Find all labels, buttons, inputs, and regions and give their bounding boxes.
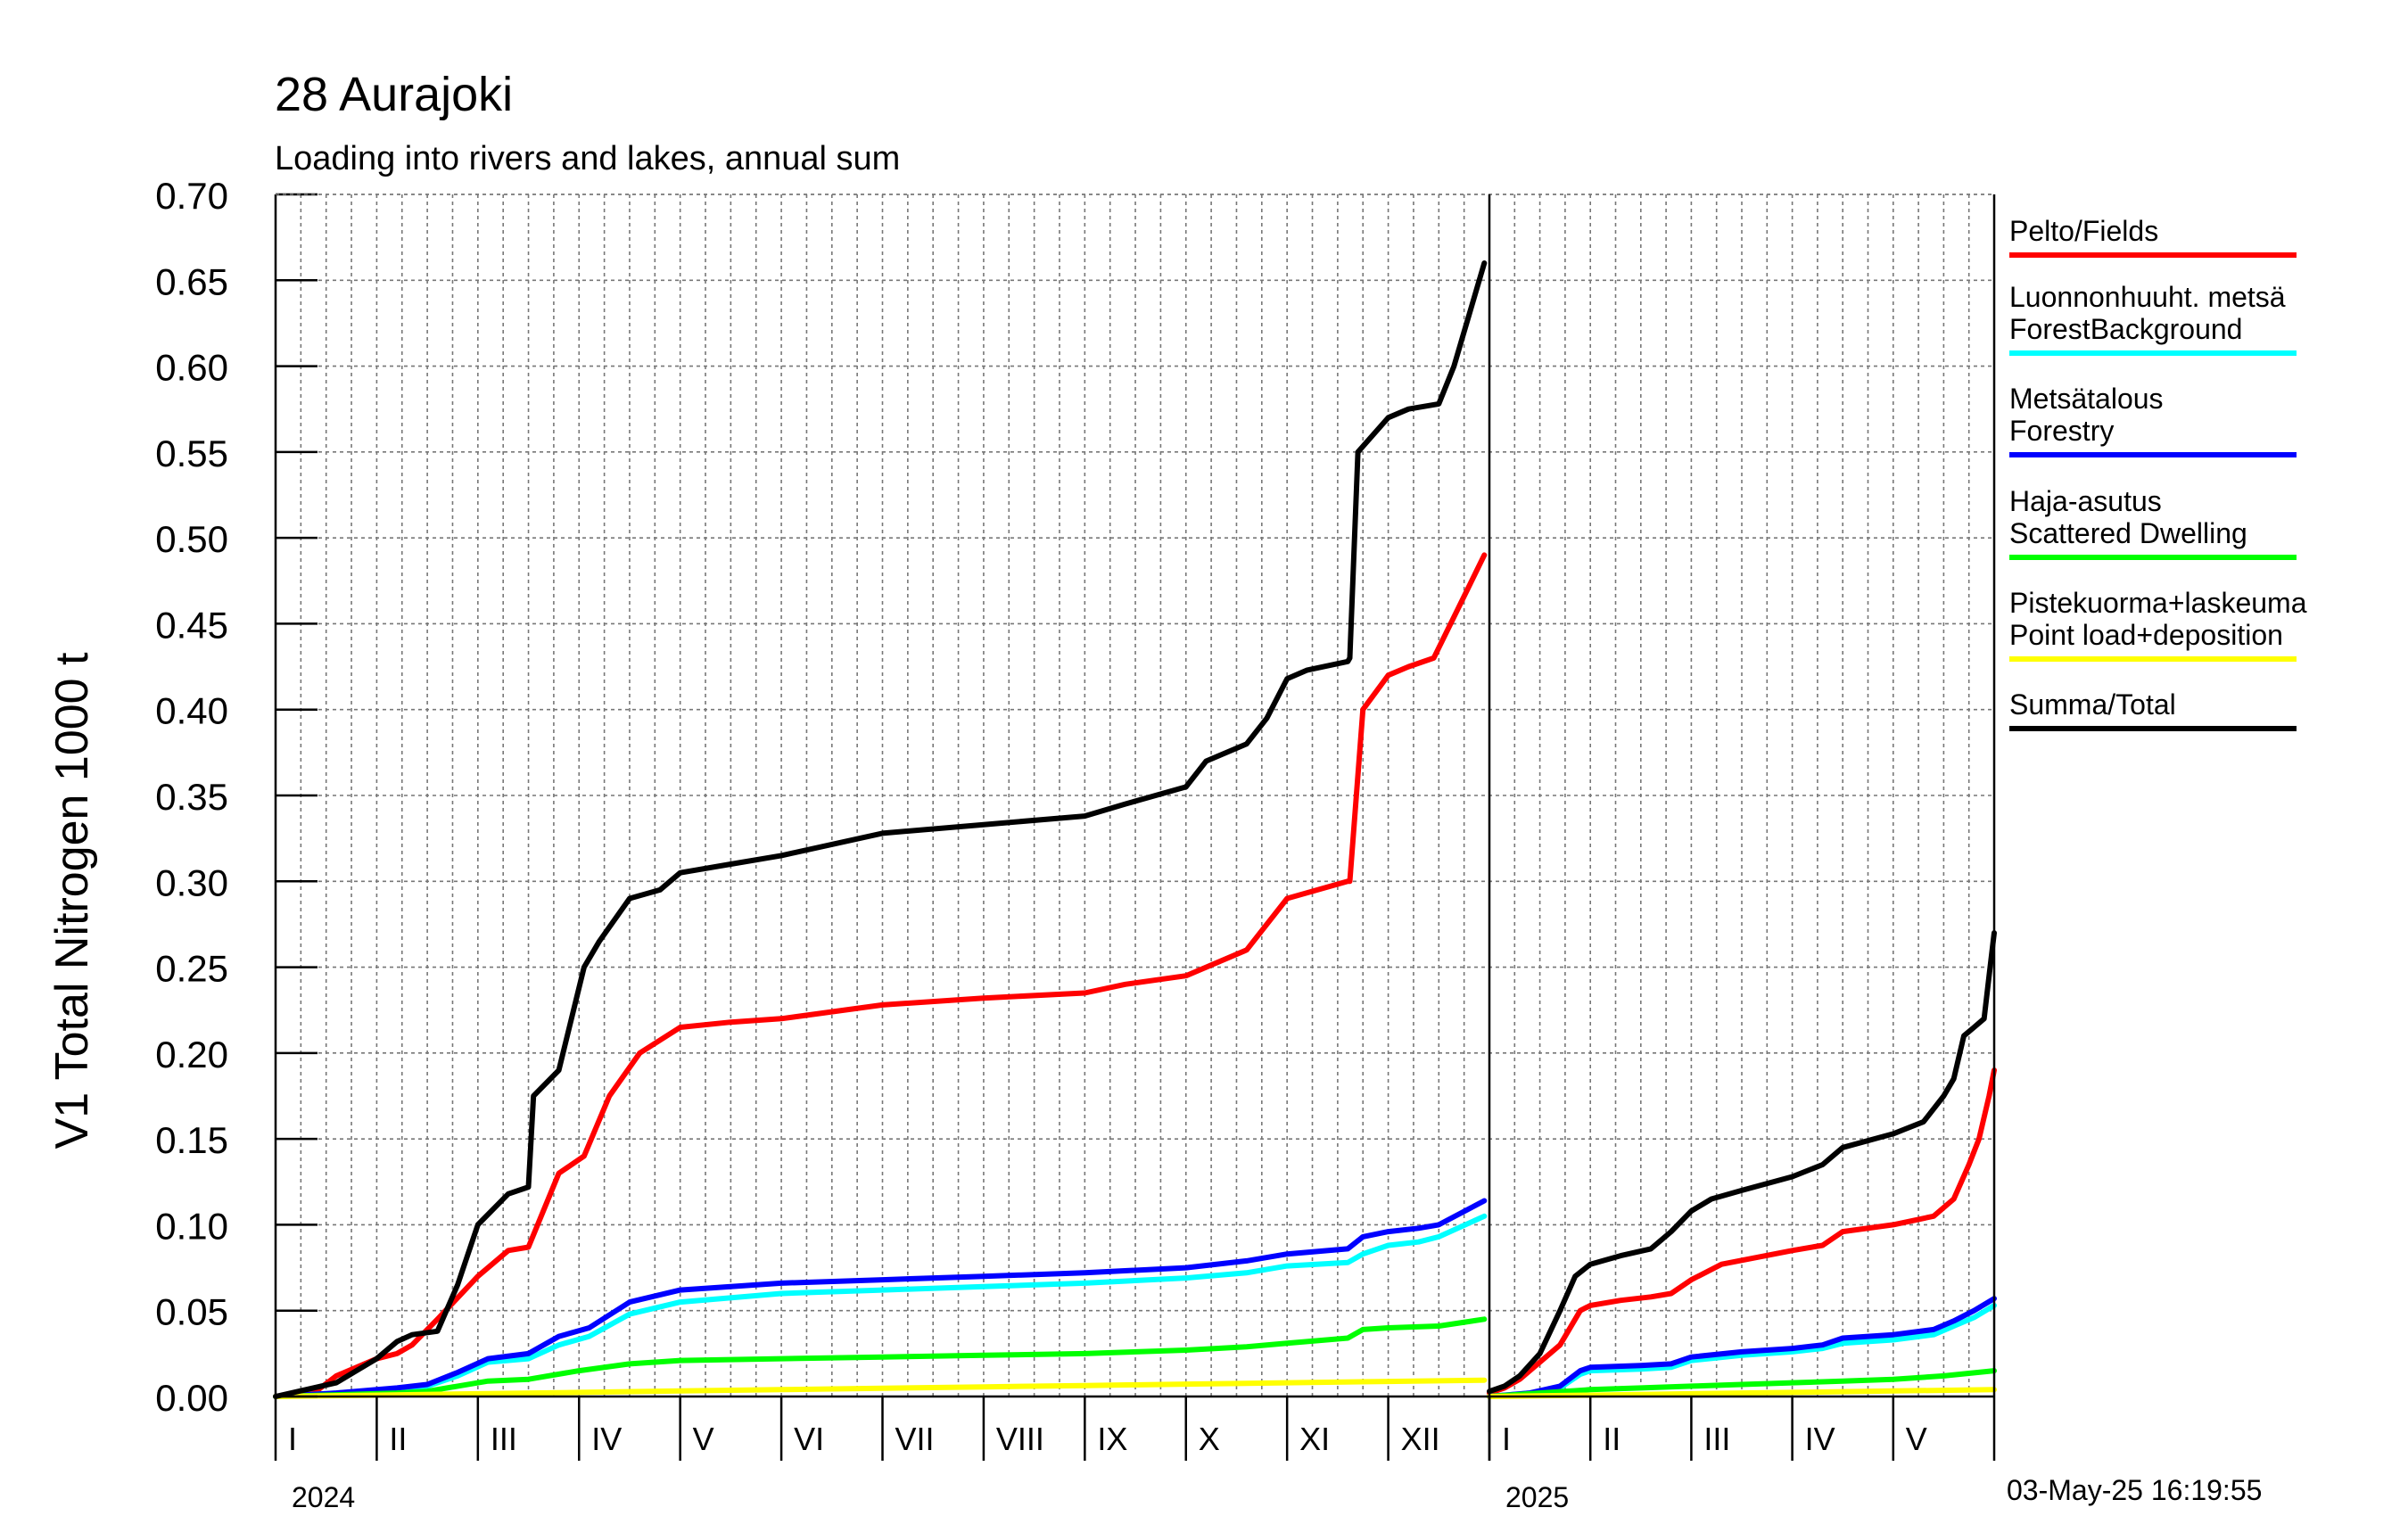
year-label: 2024 bbox=[292, 1481, 355, 1513]
chart-title: 28 Aurajoki bbox=[275, 68, 513, 121]
series-line-pelto-2024 bbox=[273, 552, 1488, 1399]
legend-label: Point load+deposition bbox=[2009, 619, 2283, 651]
legend-label: Summa/Total bbox=[2009, 688, 2176, 721]
legend-label: Pistekuorma+laskeuma bbox=[2009, 587, 2307, 619]
chart-subtitle: Loading into rivers and lakes, annual su… bbox=[275, 140, 900, 177]
x-month-label: II bbox=[1603, 1421, 1620, 1457]
series-line-pelto-2025 bbox=[1487, 1067, 1997, 1397]
series-line-metsätalous-2025 bbox=[1487, 1296, 1997, 1399]
x-month-label: X bbox=[1199, 1421, 1220, 1457]
series-line-summa-2025 bbox=[1487, 930, 1997, 1395]
grid-lines bbox=[275, 194, 1995, 1397]
x-month-label: XI bbox=[1299, 1421, 1330, 1457]
y-axis-label: V1 Total Nitrogen 1000 t bbox=[46, 652, 98, 1149]
y-tick-label: 0.10 bbox=[155, 1205, 228, 1247]
y-tick-label: 0.40 bbox=[155, 690, 228, 732]
series-lines bbox=[273, 260, 1997, 1399]
x-month-label: I bbox=[288, 1421, 297, 1457]
y-tick-label: 0.65 bbox=[155, 260, 228, 302]
y-tick-label: 0.35 bbox=[155, 776, 228, 818]
y-tick-label: 0.70 bbox=[155, 175, 228, 217]
legend-label: ForestBackground bbox=[2009, 313, 2242, 345]
y-tick-label: 0.25 bbox=[155, 948, 228, 990]
legend-label: Haja-asutus bbox=[2009, 485, 2162, 517]
series-line-summa-2024 bbox=[273, 260, 1488, 1399]
y-tick-label: 0.60 bbox=[155, 347, 228, 389]
axes: 0.00 0.05 0.10 0.15 0.20 0.25 0.30 0.35 0.40 0.45… bbox=[155, 175, 1996, 1513]
x-month-label: VII bbox=[895, 1421, 935, 1457]
series-line-pistekuorma-2024 bbox=[273, 1377, 1488, 1399]
x-month-label: IV bbox=[591, 1421, 622, 1457]
x-month-label: V bbox=[693, 1421, 714, 1457]
x-month-label: II bbox=[389, 1421, 407, 1457]
legend-label: Scattered Dwelling bbox=[2009, 517, 2247, 549]
legend: Pelto/Fields Luonnonhuuht. metsäForestBac… bbox=[2009, 215, 2307, 731]
x-month-label: IV bbox=[1805, 1421, 1835, 1457]
y-tick-label: 0.00 bbox=[155, 1377, 228, 1419]
x-month-label: VIII bbox=[996, 1421, 1044, 1457]
legend-label: Forestry bbox=[2009, 415, 2114, 447]
legend-label: Luonnonhuuht. metsä bbox=[2009, 281, 2286, 313]
legend-label: Pelto/Fields bbox=[2009, 215, 2158, 247]
y-tick-label: 0.20 bbox=[155, 1034, 228, 1075]
x-month-label: I bbox=[1502, 1421, 1511, 1457]
series-line-luonnonhuuht-2024 bbox=[273, 1213, 1488, 1399]
y-tick-label: 0.30 bbox=[155, 861, 228, 903]
y-tick-label: 0.50 bbox=[155, 518, 228, 560]
x-month-label: VI bbox=[794, 1421, 824, 1457]
x-month-label: V bbox=[1906, 1421, 1927, 1457]
x-month-label: IX bbox=[1097, 1421, 1127, 1457]
y-tick-label: 0.45 bbox=[155, 604, 228, 646]
series-line-haja-asutus-2024 bbox=[273, 1316, 1488, 1399]
x-month-label: III bbox=[1703, 1421, 1730, 1457]
y-tick-label: 0.15 bbox=[155, 1119, 228, 1161]
y-tick-label: 0.55 bbox=[155, 433, 228, 474]
series-line-metsätalous-2024 bbox=[273, 1198, 1488, 1399]
year-label: 2025 bbox=[1505, 1481, 1569, 1513]
x-month-label: III bbox=[491, 1421, 517, 1457]
timestamp: 03-May-25 16:19:55 bbox=[2007, 1474, 2262, 1506]
y-tick-label: 0.05 bbox=[155, 1291, 228, 1333]
legend-label: Metsätalous bbox=[2009, 383, 2164, 415]
series-line-haja-asutus-2025 bbox=[1487, 1368, 1997, 1399]
x-month-label: XII bbox=[1401, 1421, 1440, 1457]
